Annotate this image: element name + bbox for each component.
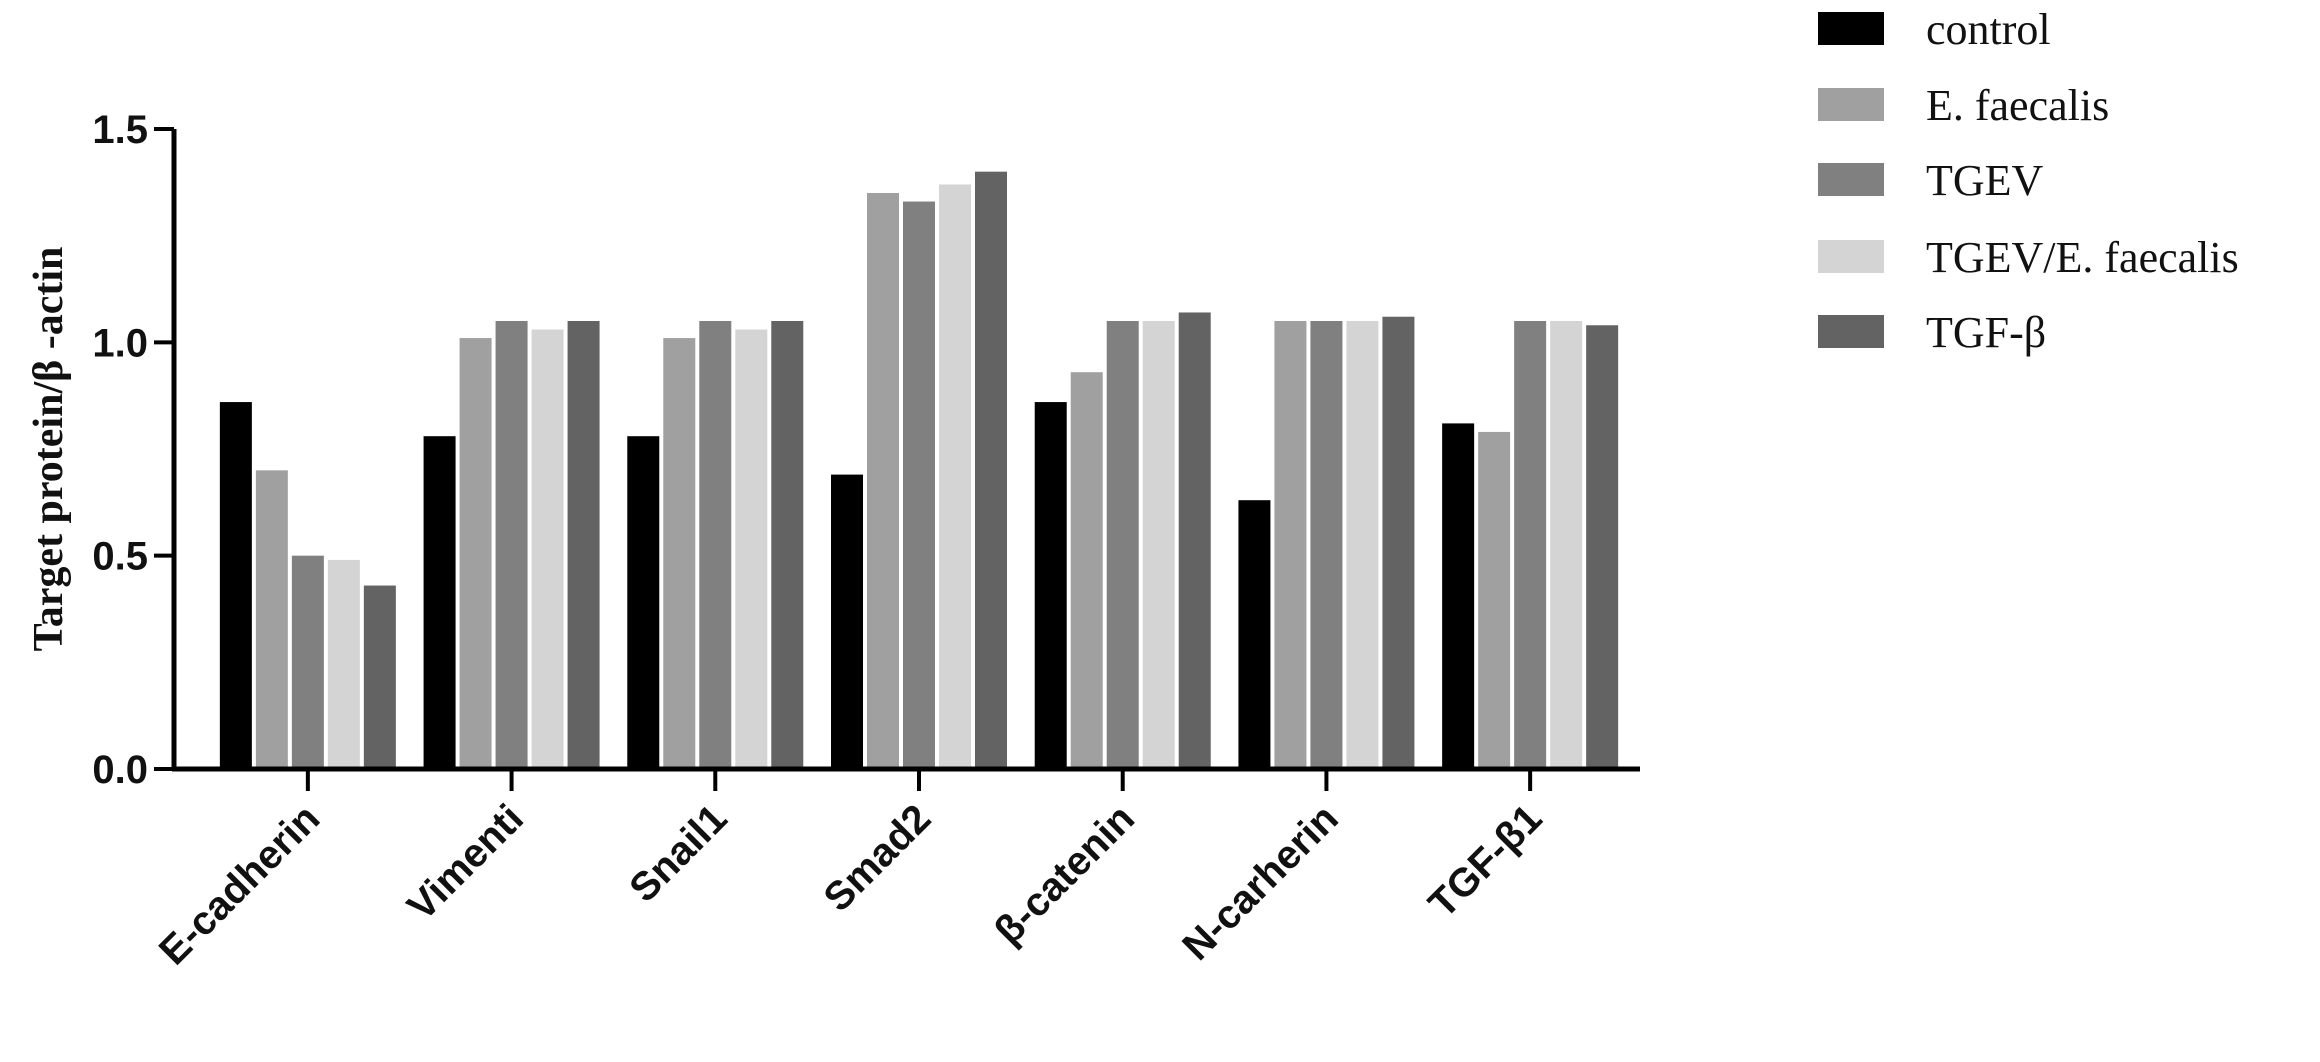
y-axis-label: Target protein/β -actin bbox=[26, 247, 72, 652]
bar-E-cadherin-E. faecalis bbox=[255, 470, 288, 769]
legend-swatch bbox=[1818, 315, 1884, 348]
bar-N-carherin-TGEV bbox=[1310, 321, 1343, 769]
bar-TGF-β1-TGF-β bbox=[1586, 325, 1619, 769]
bar-Vimenti-TGF-β bbox=[567, 321, 600, 769]
bar-E-cadherin-TGEV bbox=[291, 555, 324, 769]
legend-label: TGF-β bbox=[1926, 308, 2046, 357]
bar-Vimenti-E. faecalis bbox=[459, 338, 492, 769]
bar-Vimenti-TGEV/E. faecalis bbox=[531, 329, 564, 769]
bar-β-catenin-TGF-β bbox=[1178, 312, 1211, 769]
bar-N-carherin-TGF-β bbox=[1382, 316, 1415, 769]
legend: control E. faecalis TGEV TGEV/E. faecalis TG… bbox=[1818, 5, 2239, 357]
bar-Snail1-TGF-β bbox=[771, 321, 804, 769]
bar-Vimenti-control bbox=[423, 436, 456, 769]
legend-swatch bbox=[1818, 12, 1884, 45]
y-tick-label: 1.5 bbox=[92, 108, 148, 152]
bar-Snail1-E. faecalis bbox=[663, 338, 696, 769]
y-tick-label: 0.0 bbox=[92, 748, 148, 792]
bar-Smad2-E. faecalis bbox=[867, 193, 899, 769]
bar-TGF-β1-control bbox=[1442, 423, 1475, 769]
bar-Snail1-control bbox=[627, 436, 660, 769]
x-tick-label: E-cadherin bbox=[151, 796, 328, 973]
x-tick-label: N-carherin bbox=[1174, 796, 1347, 969]
bar-E-cadherin-TGEV/E. faecalis bbox=[327, 559, 360, 769]
bar-TGF-β1-TGEV bbox=[1514, 321, 1547, 769]
bar-Vimenti-TGEV bbox=[495, 321, 528, 769]
x-tick-label: Smad2 bbox=[815, 796, 939, 920]
bar-N-carherin-E. faecalis bbox=[1274, 321, 1307, 769]
bar-E-cadherin-TGF-β bbox=[363, 585, 396, 769]
bar-TGF-β1-E. faecalis bbox=[1478, 431, 1511, 769]
bar-β-catenin-control bbox=[1034, 402, 1067, 769]
bar-β-catenin-TGEV/E. faecalis bbox=[1142, 321, 1175, 769]
bar-TGF-β1-TGEV/E. faecalis bbox=[1550, 321, 1583, 769]
y-tick-label: 0.5 bbox=[92, 535, 148, 579]
bar-E-cadherin-control bbox=[219, 402, 252, 769]
bar-Smad2-control bbox=[831, 474, 863, 769]
bar-Snail1-TGEV/E. faecalis bbox=[735, 329, 768, 769]
y-tick-label: 1.0 bbox=[92, 321, 148, 365]
bar-Smad2-TGF-β bbox=[975, 171, 1007, 769]
legend-label: control bbox=[1926, 5, 2051, 54]
bars-layer bbox=[219, 171, 1619, 770]
bar-Snail1-TGEV bbox=[699, 321, 732, 769]
bar-β-catenin-TGEV bbox=[1106, 321, 1139, 769]
bar-N-carherin-TGEV/E. faecalis bbox=[1346, 321, 1379, 769]
bar-Smad2-TGEV/E. faecalis bbox=[939, 184, 971, 769]
legend-label: E. faecalis bbox=[1926, 81, 2109, 130]
bar-Smad2-TGEV bbox=[903, 201, 935, 770]
bar-N-carherin-control bbox=[1238, 500, 1271, 769]
legend-swatch bbox=[1818, 88, 1884, 121]
x-tick-label: Vimenti bbox=[399, 796, 532, 929]
legend-label: TGEV bbox=[1926, 156, 2044, 205]
legend-swatch bbox=[1818, 163, 1884, 196]
bar-β-catenin-E. faecalis bbox=[1070, 372, 1103, 769]
x-tick-label: β-catenin bbox=[986, 796, 1143, 953]
x-tick-label: TGF-β1 bbox=[1420, 796, 1550, 926]
x-tick-label: Snail1 bbox=[621, 796, 735, 910]
legend-label: TGEV/E. faecalis bbox=[1926, 233, 2239, 282]
legend-swatch bbox=[1818, 240, 1884, 273]
